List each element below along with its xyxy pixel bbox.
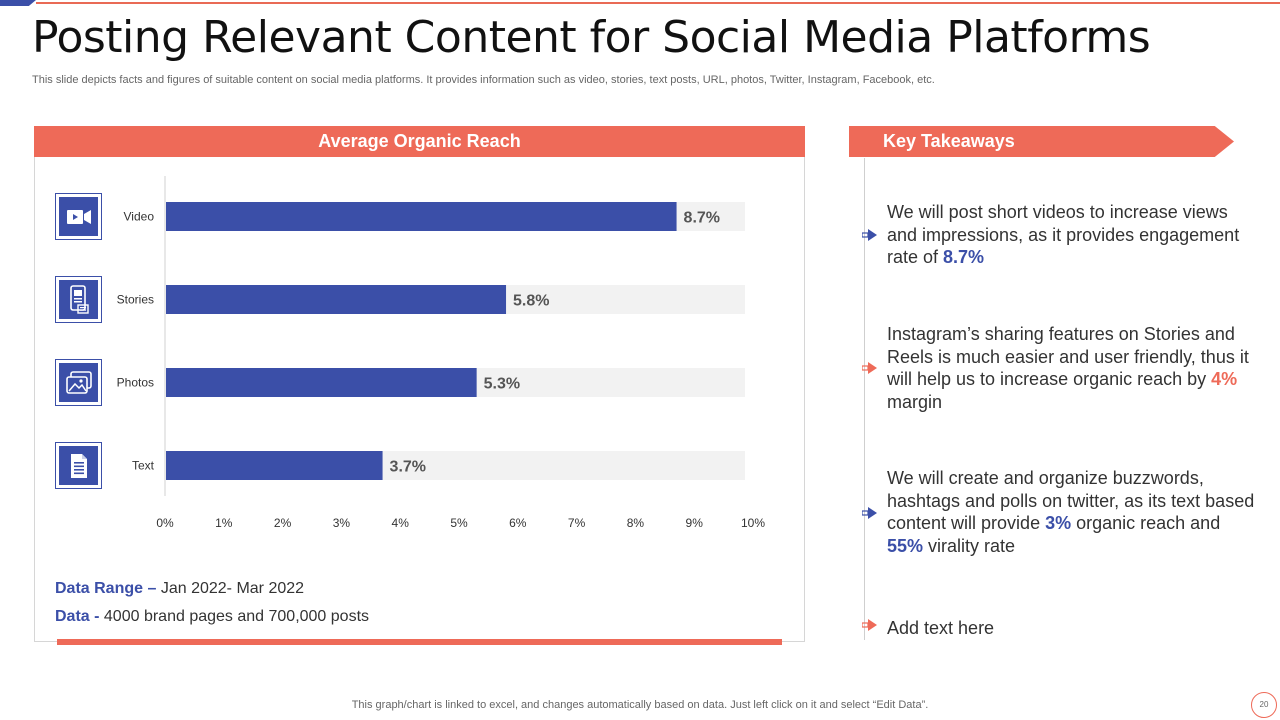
x-tick-label: 3% (333, 516, 351, 530)
data-source-value: 4000 brand pages and 700,000 posts (103, 608, 370, 625)
page-title: Posting Relevant Content for Social Medi… (32, 12, 1151, 63)
arrow-right-icon (862, 507, 877, 519)
stories-icon (69, 284, 89, 314)
takeaway-item: We will create and organize buzzwords, h… (887, 468, 1255, 556)
data-range: Data Range – Jan 2022- Mar 2022 (55, 580, 304, 598)
x-tick-label: 6% (509, 516, 527, 530)
photos-icon (65, 370, 92, 394)
category-label: Text (132, 459, 155, 473)
key-takeaways-title: Key Takeaways (849, 126, 1234, 157)
arrow-right-icon (862, 619, 877, 631)
x-tick-label: 9% (686, 516, 704, 530)
data-label: 8.7% (684, 210, 720, 227)
bar-stories[interactable] (166, 285, 507, 314)
x-tick-label: 7% (568, 516, 586, 530)
text-document-icon-box (55, 442, 102, 489)
takeaway-item: Instagram’s sharing features on Stories … (887, 324, 1249, 412)
takeaway-item: We will post short videos to increase vi… (887, 202, 1240, 267)
highlight-value: 8.7% (943, 247, 985, 267)
highlight-value: 55% (887, 535, 924, 556)
x-tick-label: 5% (450, 516, 468, 530)
x-tick-label: 10% (741, 516, 765, 530)
highlight-value: 4% (1211, 369, 1238, 389)
category-label: Photos (117, 376, 154, 390)
x-tick-label: 0% (156, 516, 174, 530)
text-document-icon (70, 453, 87, 478)
x-tick-label: 1% (215, 516, 233, 530)
bar-video[interactable] (166, 202, 677, 231)
organic-reach-bar-chart[interactable]: Video 8.7% Stories 5.8% Photos 5.3% Text 3.7% 0%… (34, 160, 805, 540)
data-label: 5.3% (484, 376, 520, 393)
top-accent-rule (36, 2, 1280, 4)
chart-title: Average Organic Reach (34, 126, 805, 157)
category-label: Stories (117, 293, 154, 307)
bar-photos[interactable] (166, 368, 477, 397)
bar-text[interactable] (166, 451, 383, 480)
data-range-value: Jan 2022- Mar 2022 (160, 580, 305, 597)
x-tick-label: 2% (274, 516, 292, 530)
page-subtitle: This slide depicts facts and figures of … (32, 74, 935, 86)
data-source: Data - 4000 brand pages and 700,000 post… (55, 608, 369, 626)
chart-bottom-accent (57, 639, 782, 645)
stories-icon-box (55, 276, 102, 323)
data-label: 5.8% (513, 293, 549, 310)
arrow-right-icon (862, 229, 877, 241)
page-number: 20 (1251, 692, 1277, 718)
data-source-label: Data - (55, 608, 100, 625)
category-label: Video (124, 210, 155, 224)
photos-icon-box (55, 359, 102, 406)
highlight-value: 3% (1045, 513, 1072, 533)
top-accent-tab (0, 0, 36, 6)
video-icon-box (55, 193, 102, 240)
x-tick-label: 8% (627, 516, 645, 530)
arrow-right-icon (862, 362, 877, 374)
video-icon (66, 209, 91, 224)
data-range-label: Data Range – (55, 580, 157, 597)
footer-note: This graph/chart is linked to excel, and… (351, 699, 929, 711)
takeaways-timeline (864, 158, 865, 640)
data-label: 3.7% (390, 459, 426, 476)
takeaway-item-placeholder[interactable]: Add text here (887, 618, 995, 638)
x-tick-label: 4% (392, 516, 410, 530)
